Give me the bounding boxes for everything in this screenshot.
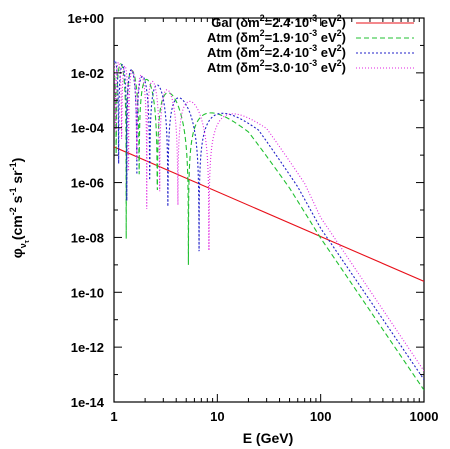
series-line-2 [114,59,424,380]
x-tick-label: 100 [310,409,332,424]
legend: Gal (δm2=2.4·10-3 eV2)Atm (δm2=1.9·10-3 … [207,13,414,75]
y-axis-symbol: φ [9,248,25,258]
tick-group: 1 10 100 1000 1e+00 1e-02 1e-04 1e-06 1e-08 1e-10… [67,11,438,424]
x-tick-label: 1 [110,409,117,424]
legend-label-3: Atm (δm2=3.0·10-3 eV2) [207,58,346,75]
plot-frame-group [113,17,425,403]
series-line-0 [114,146,424,282]
series-line-1 [114,63,424,391]
series-line-3 [114,61,424,372]
legend-label-1: Atm (δm2=1.9·10-3 eV2) [207,28,346,45]
y-axis-title: φντ(cm-2 s-1 sr-1) [8,158,31,259]
x-tick-label: 10 [210,409,224,424]
plot-frame [113,17,425,403]
legend-label-2: Atm (δm2=2.4·10-3 eV2) [207,43,346,60]
x-tick-label: 1000 [410,409,439,424]
y-tick-label: 1e-04 [71,121,105,136]
y-tick-label: 1e-06 [71,176,104,191]
svg-text:φντ(cm-2 s-1 sr-1): φντ(cm-2 s-1 sr-1) [8,158,31,259]
y-tick-label: 1e+00 [67,11,104,26]
legend-label-0: Gal (δm2=2.4·10-3 eV2) [211,13,346,30]
x-axis-title: E (GeV) [243,430,294,446]
series-group [114,59,424,391]
y-tick-label: 1e-08 [71,230,104,245]
y-tick-label: 1e-02 [71,66,104,81]
y-tick-label: 1e-14 [71,395,105,410]
y-tick-label: 1e-10 [71,285,104,300]
y-tick-label: 1e-12 [71,340,104,355]
